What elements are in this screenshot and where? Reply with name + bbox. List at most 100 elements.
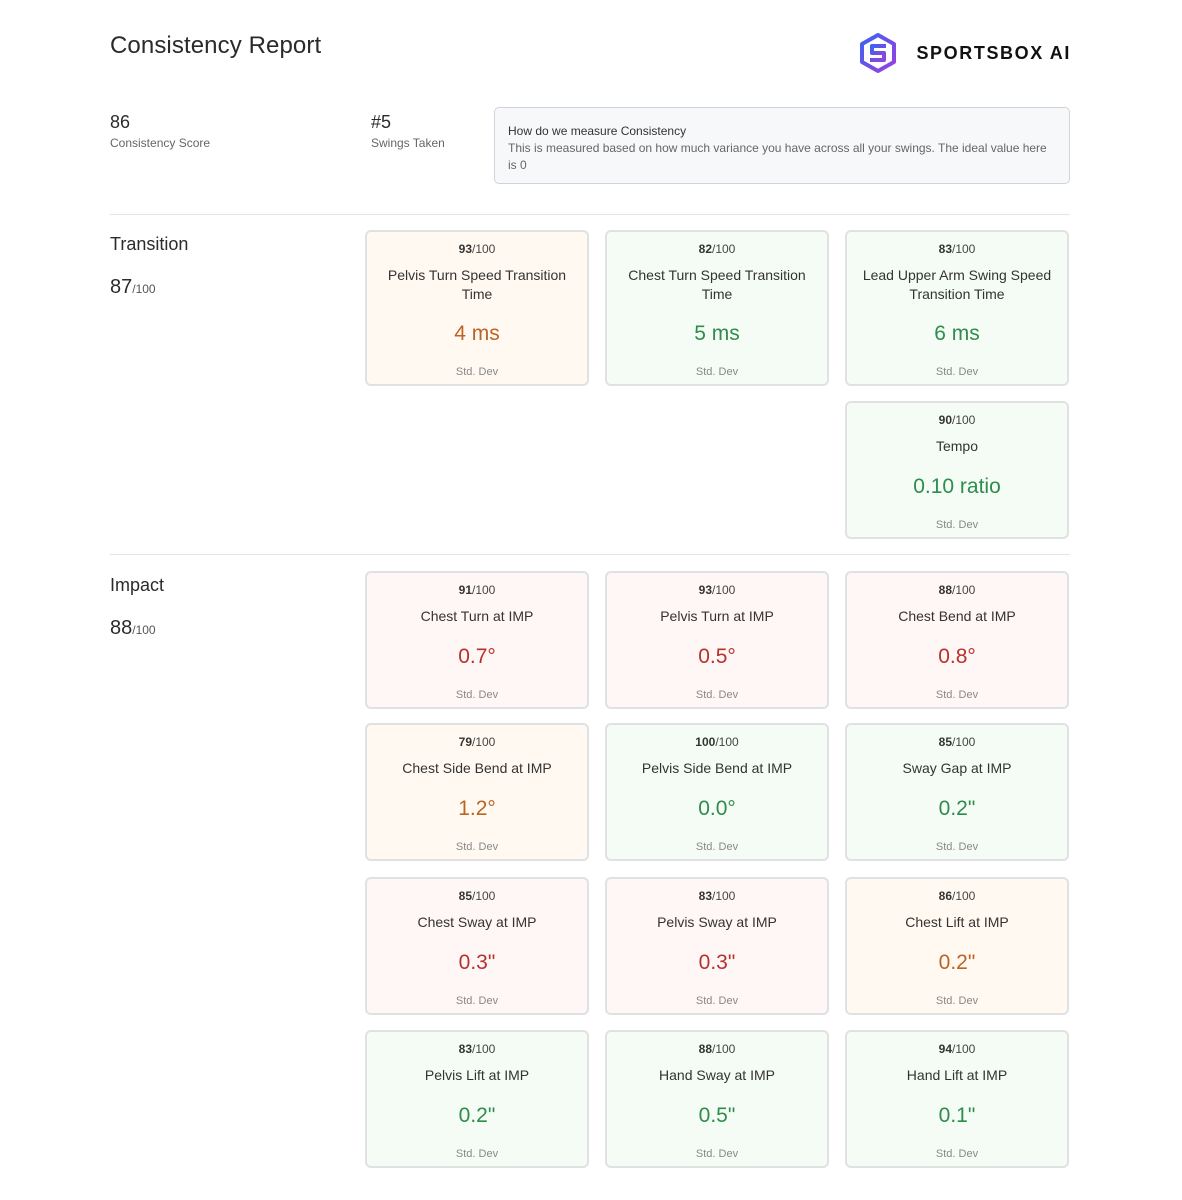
metric-card: 83/100 Pelvis Lift at IMP 0.2" Std. Dev — [365, 1030, 589, 1168]
metric-score: 88/100 — [698, 1042, 736, 1056]
section-score-value: 87 — [110, 276, 133, 298]
metric-name: Chest Turn Speed Transition Time — [628, 267, 806, 302]
divider — [110, 554, 1070, 555]
metric-value: 0.1" — [938, 1104, 976, 1127]
section-score-max: /100 — [132, 282, 156, 296]
metric-std-dev-label: Std. Dev — [695, 689, 739, 701]
metric-std-dev-label: Std. Dev — [695, 841, 739, 853]
section-score-transition: 87/100 — [110, 276, 156, 299]
metric-card: 88/100 Hand Sway at IMP 0.5" Std. Dev — [605, 1030, 829, 1168]
section-score-value: 88 — [110, 617, 133, 639]
metric-std-dev-label: Std. Dev — [935, 841, 979, 853]
metric-card: 83/100 Lead Upper Arm Swing Speed Transit… — [845, 230, 1069, 386]
metric-std-dev-label: Std. Dev — [935, 689, 979, 701]
metric-value: 0.3" — [698, 951, 736, 974]
metric-name: Chest Bend at IMP — [898, 608, 1016, 624]
metric-std-dev-label: Std. Dev — [695, 1148, 739, 1160]
consistency-score-value: 86 — [110, 112, 131, 132]
metric-name: Chest Lift at IMP — [905, 914, 1009, 930]
metric-value: 0.0° — [698, 797, 736, 820]
metric-score: 88/100 — [938, 583, 976, 597]
page-title: Consistency Report — [110, 32, 322, 59]
metric-score: 82/100 — [698, 242, 736, 256]
metric-name: Pelvis Turn at IMP — [660, 608, 774, 624]
metric-std-dev-label: Std. Dev — [455, 689, 499, 701]
metric-std-dev-label: Std. Dev — [935, 366, 979, 378]
consistency-info-box: How do we measure Consistency This is me… — [494, 107, 1070, 184]
sportsbox-logo-icon — [860, 33, 897, 73]
metric-value: 4 ms — [454, 322, 500, 345]
metric-std-dev-label: Std. Dev — [455, 995, 499, 1007]
metric-card: 85/100 Sway Gap at IMP 0.2" Std. Dev — [845, 723, 1069, 861]
metric-value: 0.3" — [458, 951, 496, 974]
metric-std-dev-label: Std. Dev — [455, 366, 499, 378]
metric-name: Tempo — [935, 438, 979, 454]
metric-name: Pelvis Lift at IMP — [424, 1067, 530, 1083]
metric-std-dev-label: Std. Dev — [695, 995, 739, 1007]
metric-std-dev-label: Std. Dev — [935, 1148, 979, 1160]
metric-name: Lead Upper Arm Swing Speed Transition Ti… — [862, 267, 1052, 302]
metric-score: 85/100 — [938, 735, 976, 749]
metric-value: 0.7° — [458, 645, 496, 668]
section-title-transition: Transition — [110, 234, 189, 254]
metric-score: 93/100 — [698, 583, 736, 597]
metric-std-dev-label: Std. Dev — [695, 366, 739, 378]
metric-score: 100/100 — [695, 735, 739, 749]
metric-score: 83/100 — [458, 1042, 496, 1056]
metric-value: 0.5° — [698, 645, 736, 668]
metric-card: 86/100 Chest Lift at IMP 0.2" Std. Dev — [845, 877, 1069, 1015]
section-title-impact: Impact — [110, 575, 165, 595]
divider — [110, 214, 1070, 215]
metric-value: 1.2° — [458, 797, 496, 820]
metric-value: 0.8° — [938, 645, 976, 668]
swings-taken-value: #5 — [371, 112, 392, 132]
metric-card: 100/100 Pelvis Side Bend at IMP 0.0° Std. D… — [605, 723, 829, 861]
brand-name: SPORTSBOX AI — [916, 42, 1071, 63]
metric-card: 93/100 Pelvis Turn Speed Transition Time 4… — [365, 230, 589, 386]
metric-value: 5 ms — [694, 322, 740, 345]
metric-score: 86/100 — [938, 889, 976, 903]
swings-taken-stat: #5 Swings Taken — [371, 112, 445, 150]
section-score-impact: 88/100 — [110, 617, 156, 640]
metric-name: Chest Sway at IMP — [417, 914, 537, 930]
consistency-score-label: Consistency Score — [110, 136, 211, 150]
metric-value: 0.5" — [698, 1104, 736, 1127]
consistency-score-stat: 86 Consistency Score — [110, 112, 210, 150]
metric-card: 93/100 Pelvis Turn at IMP 0.5° Std. Dev — [605, 571, 829, 709]
metric-score: 94/100 — [938, 1042, 976, 1056]
metric-card: 85/100 Chest Sway at IMP 0.3" Std. Dev — [365, 877, 589, 1015]
metric-score: 93/100 — [458, 242, 496, 256]
metric-std-dev-label: Std. Dev — [455, 841, 499, 853]
metric-value: 0.10 ratio — [913, 475, 1001, 498]
metric-name: Sway Gap at IMP — [902, 760, 1012, 776]
metric-card: 91/100 Chest Turn at IMP 0.7° Std. Dev — [365, 571, 589, 709]
metric-score: 85/100 — [458, 889, 496, 903]
metric-name: Pelvis Side Bend at IMP — [641, 760, 793, 776]
metric-card: 83/100 Pelvis Sway at IMP 0.3" Std. Dev — [605, 877, 829, 1015]
info-text: This is measured based on how much varia… — [508, 141, 1047, 172]
metric-value: 6 ms — [934, 322, 980, 345]
metric-name: Hand Lift at IMP — [906, 1067, 1008, 1083]
swings-taken-label: Swings Taken — [371, 136, 445, 150]
metric-card: 88/100 Chest Bend at IMP 0.8° Std. Dev — [845, 571, 1069, 709]
metric-card: 90/100 Tempo 0.10 ratio Std. Dev — [845, 401, 1069, 539]
metric-name: Chest Turn at IMP — [420, 608, 534, 624]
info-title: How do we measure Consistency — [508, 124, 687, 138]
metric-card: 79/100 Chest Side Bend at IMP 1.2° Std. Dev — [365, 723, 589, 861]
metric-name: Chest Side Bend at IMP — [402, 760, 552, 776]
metric-std-dev-label: Std. Dev — [935, 995, 979, 1007]
metric-name: Pelvis Sway at IMP — [657, 914, 777, 930]
metric-value: 0.2" — [458, 1104, 496, 1127]
metric-score: 83/100 — [698, 889, 736, 903]
metric-card: 82/100 Chest Turn Speed Transition Time 5 … — [605, 230, 829, 386]
metric-name: Pelvis Turn Speed Transition Time — [387, 267, 567, 302]
metric-score: 83/100 — [938, 242, 976, 256]
brand-logo: SPORTSBOX AI — [860, 33, 1071, 73]
metric-value: 0.2" — [938, 797, 976, 820]
section-score-max: /100 — [132, 623, 156, 637]
metric-name: Hand Sway at IMP — [659, 1067, 775, 1083]
metric-score: 91/100 — [458, 583, 496, 597]
metric-score: 90/100 — [938, 413, 976, 427]
metric-std-dev-label: Std. Dev — [935, 519, 979, 531]
metric-value: 0.2" — [938, 951, 976, 974]
